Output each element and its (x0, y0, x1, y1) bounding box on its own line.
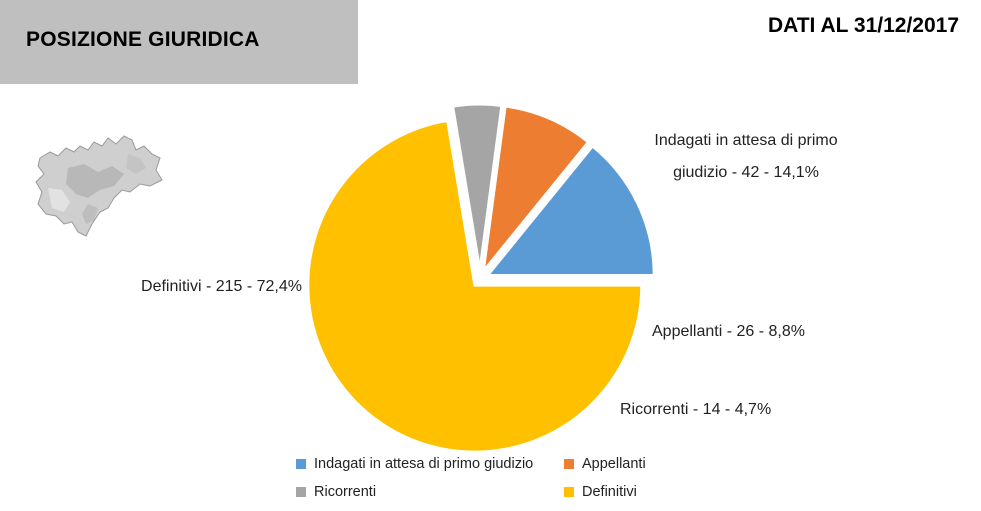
chart-legend: Indagati in attesa di primo giudizio App… (296, 456, 716, 504)
legend-swatch (564, 487, 574, 497)
legend-swatch (564, 459, 574, 469)
slice-data-label: Definitivi - 215 - 72,4% (141, 278, 302, 295)
slice-data-label: Indagati in attesa di primo giudizio - 42… (654, 132, 837, 181)
legend-item-definitivi: Definitivi (564, 484, 637, 500)
legend-swatch (296, 459, 306, 469)
trentino-region-map-icon (35, 135, 163, 237)
legend-item-indagati: Indagati in attesa di primo giudizio (296, 456, 533, 472)
pie-slice-definitivi (306, 118, 644, 454)
legend-label: Indagati in attesa di primo giudizio (314, 456, 534, 472)
legend-swatch (296, 487, 306, 497)
legend-label: Appellanti (582, 456, 646, 472)
pie-slice-appellanti (480, 104, 591, 277)
legend-label: Ricorrenti (314, 484, 377, 500)
pie-slice-ricorrenti (450, 102, 504, 272)
page-title: POSIZIONE GIURIDICA (26, 28, 260, 51)
slice-data-label: Appellanti - 26 - 8,8% (652, 323, 805, 340)
legend-label: Definitivi (582, 484, 637, 500)
title-banner: POSIZIONE GIURIDICA (0, 0, 358, 84)
data-date: DATI AL 31/12/2017 (767, 14, 959, 37)
pie-slice-indagati (484, 143, 656, 278)
slice-data-label: Ricorrenti - 14 - 4,7% (620, 401, 771, 418)
legend-item-ricorrenti: Ricorrenti (296, 484, 376, 500)
legend-item-appellanti: Appellanti (564, 456, 646, 472)
